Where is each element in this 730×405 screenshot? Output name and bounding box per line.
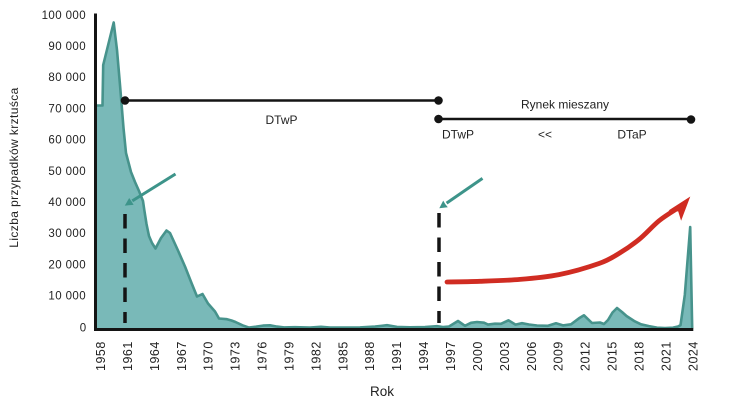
svg-text:1958: 1958 bbox=[94, 341, 108, 371]
svg-text:1973: 1973 bbox=[229, 341, 243, 371]
svg-text:2006: 2006 bbox=[525, 341, 539, 371]
svg-text:100 000: 100 000 bbox=[42, 10, 86, 22]
svg-text:0: 0 bbox=[80, 323, 87, 335]
svg-text:2015: 2015 bbox=[606, 341, 620, 371]
svg-text:DTwP: DTwP bbox=[442, 128, 474, 142]
svg-text:Rynek mieszany: Rynek mieszany bbox=[521, 97, 609, 111]
svg-text:80 000: 80 000 bbox=[48, 72, 86, 84]
svg-text:Rok: Rok bbox=[370, 384, 394, 399]
svg-text:1976: 1976 bbox=[256, 341, 270, 371]
svg-text:1979: 1979 bbox=[283, 341, 297, 371]
svg-text:70 000: 70 000 bbox=[48, 103, 86, 115]
svg-text:2000: 2000 bbox=[471, 341, 485, 371]
svg-text:<<: << bbox=[538, 128, 552, 142]
svg-text:1997: 1997 bbox=[444, 341, 458, 371]
svg-text:1988: 1988 bbox=[363, 341, 377, 371]
svg-text:2021: 2021 bbox=[659, 341, 673, 371]
svg-text:2009: 2009 bbox=[552, 341, 566, 371]
svg-text:1964: 1964 bbox=[148, 341, 162, 371]
svg-text:90 000: 90 000 bbox=[48, 41, 86, 53]
svg-text:1985: 1985 bbox=[336, 341, 350, 371]
svg-text:1961: 1961 bbox=[121, 341, 135, 371]
svg-text:Liczba przypadków krztuśca: Liczba przypadków krztuśca bbox=[7, 87, 21, 247]
svg-text:1991: 1991 bbox=[390, 341, 404, 371]
svg-text:50 000: 50 000 bbox=[48, 166, 86, 178]
svg-text:1994: 1994 bbox=[417, 341, 431, 371]
svg-text:20 000: 20 000 bbox=[48, 259, 86, 271]
svg-text:60 000: 60 000 bbox=[48, 135, 86, 147]
svg-text:2018: 2018 bbox=[633, 341, 647, 371]
svg-text:DTwP: DTwP bbox=[265, 113, 297, 127]
svg-text:2012: 2012 bbox=[579, 341, 593, 371]
svg-text:1970: 1970 bbox=[202, 341, 216, 371]
svg-text:40 000: 40 000 bbox=[48, 197, 86, 209]
svg-text:DTaP: DTaP bbox=[617, 128, 646, 142]
svg-text:2024: 2024 bbox=[686, 341, 700, 371]
svg-text:30 000: 30 000 bbox=[48, 228, 86, 240]
svg-text:2003: 2003 bbox=[498, 341, 512, 371]
svg-text:1967: 1967 bbox=[175, 341, 189, 371]
svg-text:10 000: 10 000 bbox=[48, 291, 86, 303]
svg-text:1982: 1982 bbox=[309, 341, 323, 371]
